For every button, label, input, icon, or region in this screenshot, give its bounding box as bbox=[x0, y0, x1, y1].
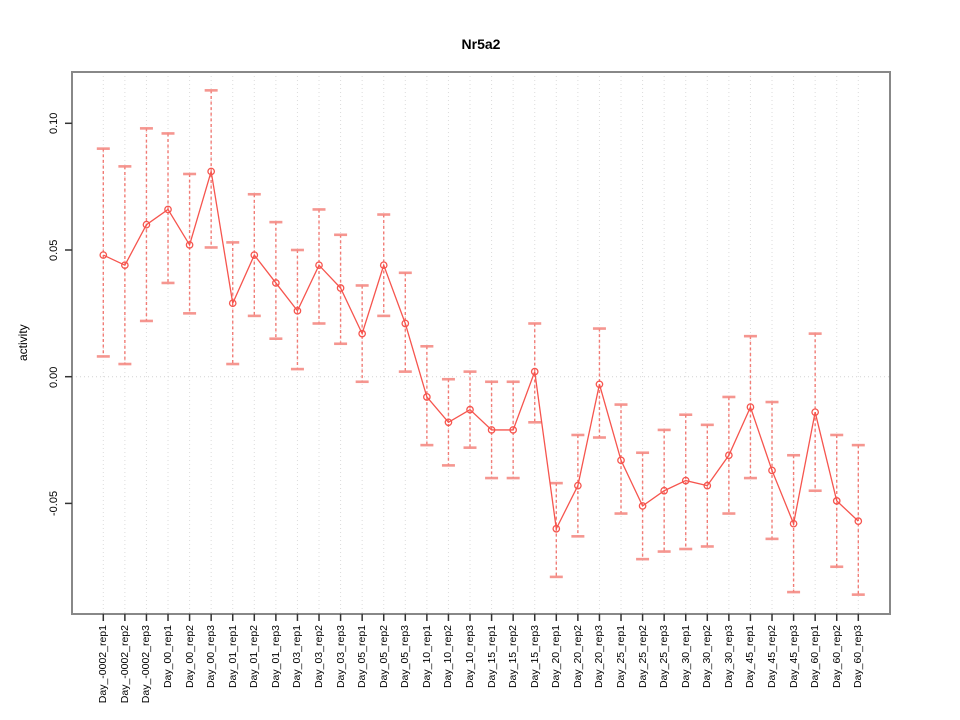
y-tick-label: 0.10 bbox=[48, 112, 60, 135]
x-tick-label: Day_05_rep2 bbox=[377, 625, 390, 689]
x-tick-label: Day_15_rep2 bbox=[507, 625, 520, 689]
x-tick-label: Day_05_rep1 bbox=[356, 625, 369, 689]
x-tick-label: Day_-0002_rep1 bbox=[97, 625, 110, 704]
x-tick-label: Day_25_rep2 bbox=[636, 625, 649, 689]
data-point-marker bbox=[423, 393, 431, 401]
data-point-marker bbox=[703, 481, 712, 490]
x-tick-label: Day_10_rep1 bbox=[420, 625, 433, 689]
x-tick-label: Day_03_rep1 bbox=[291, 625, 304, 689]
data-point-marker bbox=[185, 241, 194, 249]
data-point-marker bbox=[768, 466, 776, 475]
data-point-marker bbox=[293, 306, 302, 315]
plot-box bbox=[71, 71, 891, 615]
x-tick-label: Day_03_rep2 bbox=[313, 625, 325, 689]
x-tick-label: Day_20_rep2 bbox=[571, 625, 584, 689]
data-point-marker bbox=[530, 367, 539, 376]
x-tick-label: Day_45_rep2 bbox=[766, 625, 778, 689]
data-point-marker bbox=[617, 456, 625, 465]
data-point-marker bbox=[832, 497, 841, 505]
x-tick-label: Day_15_rep1 bbox=[485, 625, 498, 689]
x-tick-label: Day_15_rep3 bbox=[528, 625, 541, 689]
x-tick-label: Day_10_rep2 bbox=[442, 625, 455, 689]
data-point-marker bbox=[552, 524, 561, 533]
x-tick-label: Day_01_rep3 bbox=[269, 625, 282, 689]
x-tick-label: Day_30_rep1 bbox=[679, 625, 692, 689]
data-point-marker bbox=[854, 517, 863, 525]
x-tick-label: Day_25_rep3 bbox=[658, 625, 671, 689]
data-point-marker bbox=[638, 502, 647, 510]
data-point-marker bbox=[379, 261, 388, 270]
x-tick-label: Day_10_rep3 bbox=[464, 625, 476, 689]
x-tick-label: Day_00_rep1 bbox=[162, 625, 174, 689]
x-tick-label: Day_20_rep1 bbox=[550, 625, 563, 689]
data-point-marker bbox=[466, 405, 474, 414]
x-tick-label: Day_60_rep1 bbox=[809, 625, 822, 689]
data-point-marker bbox=[487, 426, 496, 434]
x-tick-label: Day_25_rep1 bbox=[615, 625, 627, 689]
x-tick-label: Day_30_rep2 bbox=[701, 625, 714, 689]
data-point-marker bbox=[444, 418, 453, 427]
data-point-marker bbox=[660, 486, 669, 495]
x-tick-label: Day_05_rep3 bbox=[399, 625, 412, 689]
chart-title: Nr5a2 bbox=[461, 36, 501, 52]
x-tick-label: Day_-0002_rep3 bbox=[140, 625, 153, 704]
data-point-marker bbox=[681, 476, 690, 485]
data-point-marker bbox=[164, 205, 172, 214]
data-point-marker bbox=[401, 319, 410, 328]
data-point-marker bbox=[574, 481, 582, 490]
series-line bbox=[103, 171, 859, 531]
y-tick-label: 0.00 bbox=[48, 365, 60, 388]
x-tick-label: Day_60_rep2 bbox=[830, 625, 843, 689]
x-tick-label: Day_20_rep3 bbox=[593, 625, 606, 689]
data-point-marker bbox=[789, 519, 798, 528]
y-tick-label: 0.05 bbox=[48, 239, 60, 261]
y-tick-label: -0.05 bbox=[48, 490, 60, 516]
x-tick-label: Day_45_rep1 bbox=[744, 625, 757, 689]
data-point-marker bbox=[336, 284, 345, 292]
x-tick-label: Day_01_rep2 bbox=[248, 625, 261, 689]
x-tick-label: Day_00_rep2 bbox=[183, 625, 196, 689]
x-tick-label: Day_60_rep3 bbox=[852, 625, 865, 689]
x-tick-label: Day_00_rep3 bbox=[205, 625, 218, 689]
x-tick-label: Day_30_rep3 bbox=[722, 625, 735, 689]
data-point-marker bbox=[121, 261, 129, 270]
data-point-marker bbox=[315, 261, 323, 270]
data-point-marker bbox=[358, 329, 367, 338]
data-point-marker bbox=[142, 220, 151, 229]
data-point-marker bbox=[272, 279, 280, 287]
x-tick-label: Day_45_rep3 bbox=[787, 625, 800, 689]
data-point-marker bbox=[725, 451, 733, 460]
data-point-marker bbox=[746, 403, 755, 411]
data-point-marker bbox=[228, 299, 237, 308]
x-tick-label: Day_-0002_rep2 bbox=[118, 625, 131, 704]
data-point-marker bbox=[99, 251, 108, 259]
data-point-marker bbox=[509, 426, 518, 434]
data-point-marker bbox=[207, 167, 216, 176]
x-tick-label: Day_03_rep3 bbox=[334, 625, 347, 689]
data-point-marker bbox=[595, 380, 604, 389]
data-point-marker bbox=[250, 251, 259, 259]
x-tick-label: Day_01_rep1 bbox=[226, 625, 239, 689]
data-point-marker bbox=[811, 408, 820, 417]
